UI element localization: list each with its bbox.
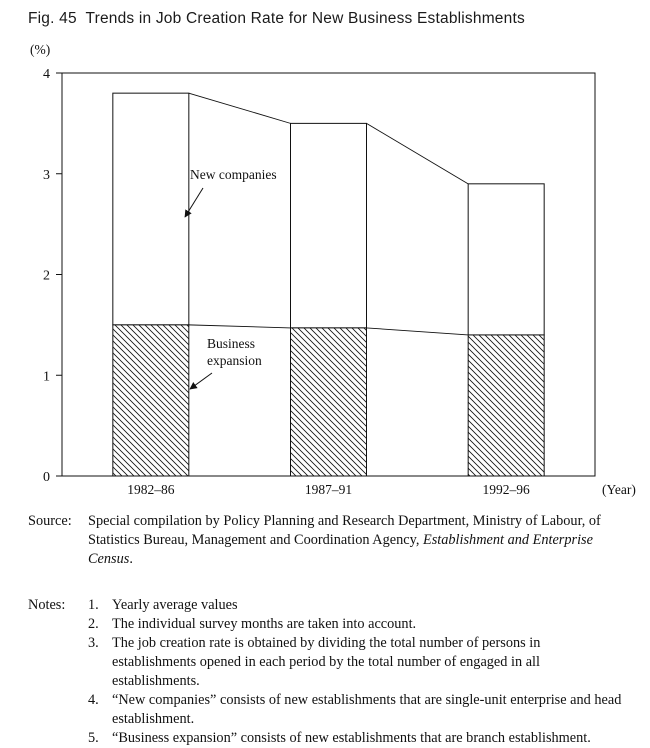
y-tick-label: 4 <box>43 67 50 82</box>
source-text: Special compilation by Policy Planning a… <box>88 512 622 569</box>
total-connector-line <box>366 122 469 185</box>
job-creation-rate-chart: 0 1 2 3 4 (%) (Year) 1982–86 1987–91 1992–96 New c… <box>30 42 636 497</box>
annotation-business-expansion: Business expansion <box>207 336 262 368</box>
note-text: “New companies” consists of new establis… <box>112 692 622 727</box>
y-tick-label: 0 <box>43 470 50 485</box>
y-tick-label: 1 <box>43 369 50 384</box>
annotation-arrow-business-expansion <box>189 372 213 390</box>
source-block: Source: Special compilation by Policy Pl… <box>0 512 650 569</box>
bar-segment-business-expansion <box>290 327 367 477</box>
source-publication-title: Establishment and Enterprise Census <box>88 532 593 567</box>
x-category-label: 1992–96 <box>483 482 531 497</box>
source-text-main: Special compilation by Policy Planning a… <box>88 513 601 548</box>
x-category-label: 1982–86 <box>127 482 175 497</box>
x-category-label: 1987–91 <box>305 482 352 497</box>
note-text: Yearly average values <box>112 597 238 613</box>
note-text: The job creation rate is obtained by div… <box>112 635 541 689</box>
note-number: 4. <box>88 692 99 708</box>
bar-segment-new-companies <box>467 183 545 336</box>
expansion-connector-line <box>188 324 291 329</box>
notes-block: Notes: 1. Yearly average values 2. The indi… <box>0 596 650 748</box>
y-tick-label: 3 <box>43 168 50 183</box>
y-tick-label: 2 <box>43 269 50 284</box>
notes-label: Notes: <box>28 597 66 613</box>
x-axis-unit-label: (Year) <box>602 482 636 497</box>
note-number: 3. <box>88 635 99 651</box>
note-number: 1. <box>88 597 99 613</box>
y-axis-unit-label: (%) <box>30 42 50 57</box>
annotation-arrow-new-companies <box>184 187 204 218</box>
expansion-connector-line <box>366 327 469 336</box>
notes-list: 1. Yearly average values 2. The individual … <box>88 596 622 748</box>
note-text: “Business expansion” consists of new est… <box>112 730 591 746</box>
note-number: 5. <box>88 730 99 746</box>
note-item: 5. “Business expansion” consists of new e… <box>88 729 622 748</box>
note-item: 3. The job creation rate is obtained by d… <box>88 634 622 691</box>
note-text: The individual survey months are taken i… <box>112 616 417 632</box>
bar-segment-business-expansion <box>467 334 545 477</box>
bar-segment-business-expansion <box>112 324 190 477</box>
note-item: 1. Yearly average values <box>88 596 622 615</box>
note-item: 4. “New companies” consists of new establ… <box>88 691 622 729</box>
note-item: 2. The individual survey months are taken… <box>88 615 622 634</box>
figure-title: Fig. 45 Trends in Job Creation Rate for … <box>28 10 525 27</box>
annotation-new-companies: New companies <box>190 167 277 182</box>
note-number: 2. <box>88 616 99 632</box>
source-label: Source: <box>28 513 72 529</box>
bar-segment-new-companies <box>112 92 190 326</box>
bar-segment-new-companies <box>290 122 367 329</box>
total-connector-line <box>188 92 291 124</box>
source-text-suffix: . <box>129 551 133 567</box>
